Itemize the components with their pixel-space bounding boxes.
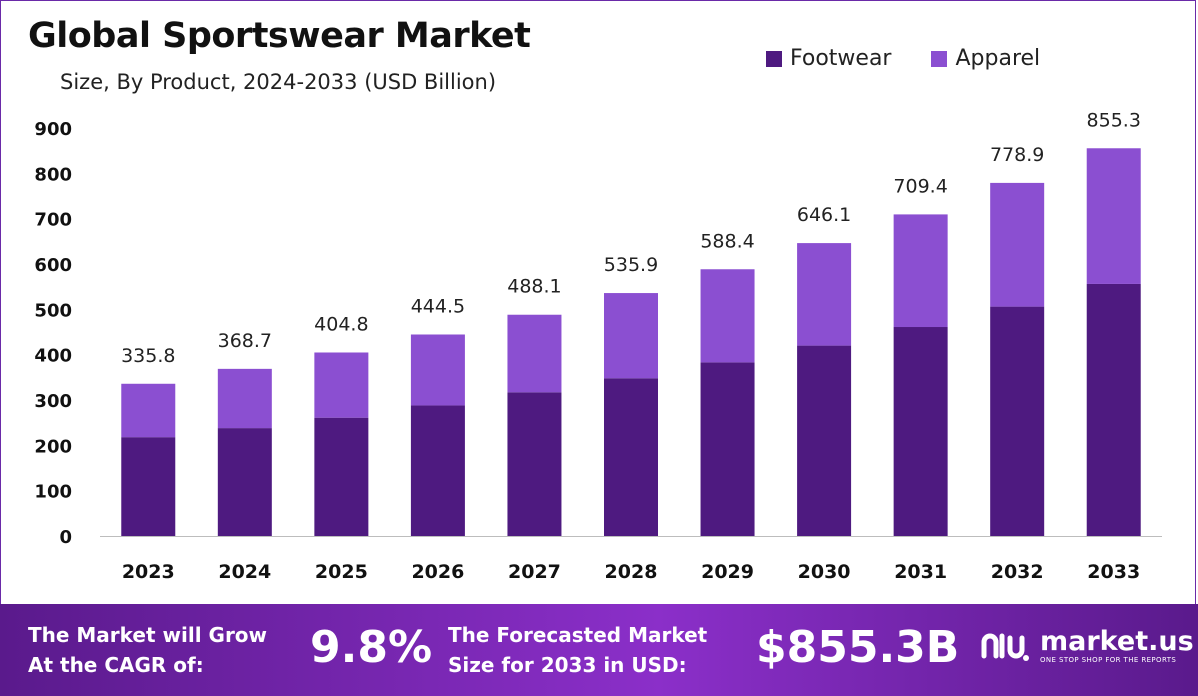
x-tick-label-2025: 2025 <box>315 561 368 583</box>
cagr-caption-line2: At the CAGR of: <box>28 653 204 677</box>
data-label-total-2028: 535.9 <box>604 254 658 276</box>
x-tick-label-2024: 2024 <box>218 561 271 583</box>
logo-name: market.us <box>1040 626 1194 657</box>
bar-footwear-2023 <box>121 437 176 536</box>
chart-legend: Footwear Apparel <box>766 46 1040 71</box>
bar-apparel-2032 <box>990 182 1045 307</box>
bar-footwear-2032 <box>990 306 1045 536</box>
y-tick-label: 100 <box>34 482 72 503</box>
x-tick-label-2027: 2027 <box>508 561 561 583</box>
legend-item-apparel: Apparel <box>931 46 1040 71</box>
data-label-total-2023: 335.8 <box>121 345 175 367</box>
bar-apparel-2024 <box>217 368 272 429</box>
bar-footwear-2027 <box>507 392 562 536</box>
bar-apparel-2028 <box>604 293 658 379</box>
y-tick-label: 500 <box>34 300 72 321</box>
data-label-total-2024: 368.7 <box>218 330 272 352</box>
data-label-total-2026: 444.5 <box>411 295 465 317</box>
data-label-total-2027: 488.1 <box>507 276 561 298</box>
bar-apparel-2023 <box>121 383 176 438</box>
bar-apparel-2031 <box>893 214 948 328</box>
market-us-logo-icon <box>981 633 1029 661</box>
y-tick-label: 600 <box>34 255 72 276</box>
bar-apparel-2027 <box>507 314 562 393</box>
legend-label-footwear: Footwear <box>790 46 892 71</box>
x-tick-label-2023: 2023 <box>122 561 175 583</box>
x-tick-label-2028: 2028 <box>605 561 658 583</box>
bar-apparel-2026 <box>410 334 465 406</box>
forecast-caption-line1: The Forecasted Market <box>448 623 708 647</box>
cagr-caption: The Market will Grow At the CAGR of: <box>28 620 267 680</box>
y-tick-label: 900 <box>34 119 72 140</box>
bar-apparel-2029 <box>700 269 755 363</box>
footer-banner: The Market will Grow At the CAGR of: 9.8… <box>0 604 1198 696</box>
x-tick-label-2032: 2032 <box>991 561 1044 583</box>
bar-footwear-2031 <box>893 327 948 536</box>
x-tick-label-2030: 2030 <box>798 561 851 583</box>
brand-logo: market.us ONE STOP SHOP FOR THE REPORTS <box>978 626 1194 666</box>
data-label-total-2033: 855.3 <box>1087 109 1141 131</box>
forecast-caption-line2: Size for 2033 in USD: <box>448 653 687 677</box>
bar-footwear-2033 <box>1086 283 1141 536</box>
legend-swatch-footwear <box>766 50 782 67</box>
y-tick-label: 0 <box>59 527 72 548</box>
x-tick-label-2033: 2033 <box>1087 561 1140 583</box>
bar-footwear-2030 <box>797 345 852 536</box>
forecast-value: $855.3B <box>756 622 960 673</box>
logo-tagline: ONE STOP SHOP FOR THE REPORTS <box>1040 656 1177 664</box>
chart-subtitle: Size, By Product, 2024-2033 (USD Billion… <box>60 70 497 94</box>
data-label-total-2031: 709.4 <box>893 175 947 197</box>
x-tick-label-2029: 2029 <box>701 561 754 583</box>
data-label-total-2029: 588.4 <box>700 230 754 252</box>
bar-footwear-2029 <box>700 362 755 536</box>
y-tick-label: 400 <box>34 346 72 367</box>
logo-text: market.us ONE STOP SHOP FOR THE REPORTS <box>1040 626 1194 665</box>
bar-footwear-2026 <box>410 405 465 536</box>
data-label-total-2025: 404.8 <box>314 313 368 335</box>
bar-footwear-2025 <box>314 417 369 536</box>
x-tick-label-2031: 2031 <box>894 561 947 583</box>
bar-footwear-2024 <box>217 428 272 536</box>
data-label-total-2032: 778.9 <box>990 144 1044 166</box>
bar-apparel-2030 <box>797 243 852 346</box>
bar-footwear-2028 <box>604 378 658 536</box>
bar-chart: 0 100 200 300 400 500 600 700 800 900 335.8 2023 368… <box>34 109 1162 583</box>
chart-title: Global Sportswear Market <box>28 16 531 56</box>
legend-item-footwear: Footwear <box>766 46 891 71</box>
cagr-value: 9.8% <box>310 622 433 673</box>
y-tick-label: 300 <box>34 391 72 412</box>
legend-label-apparel: Apparel <box>955 46 1041 71</box>
data-label-total-2030: 646.1 <box>797 204 851 226</box>
y-tick-label: 200 <box>34 436 72 457</box>
bar-apparel-2025 <box>314 352 369 418</box>
y-tick-label: 800 <box>34 164 72 185</box>
bar-apparel-2033 <box>1086 148 1141 284</box>
x-tick-label-2026: 2026 <box>411 561 464 583</box>
cagr-caption-line1: The Market will Grow <box>28 623 268 647</box>
forecast-caption: The Forecasted Market Size for 2033 in U… <box>448 620 707 680</box>
y-tick-label: 700 <box>34 210 72 231</box>
legend-swatch-apparel <box>931 50 948 67</box>
